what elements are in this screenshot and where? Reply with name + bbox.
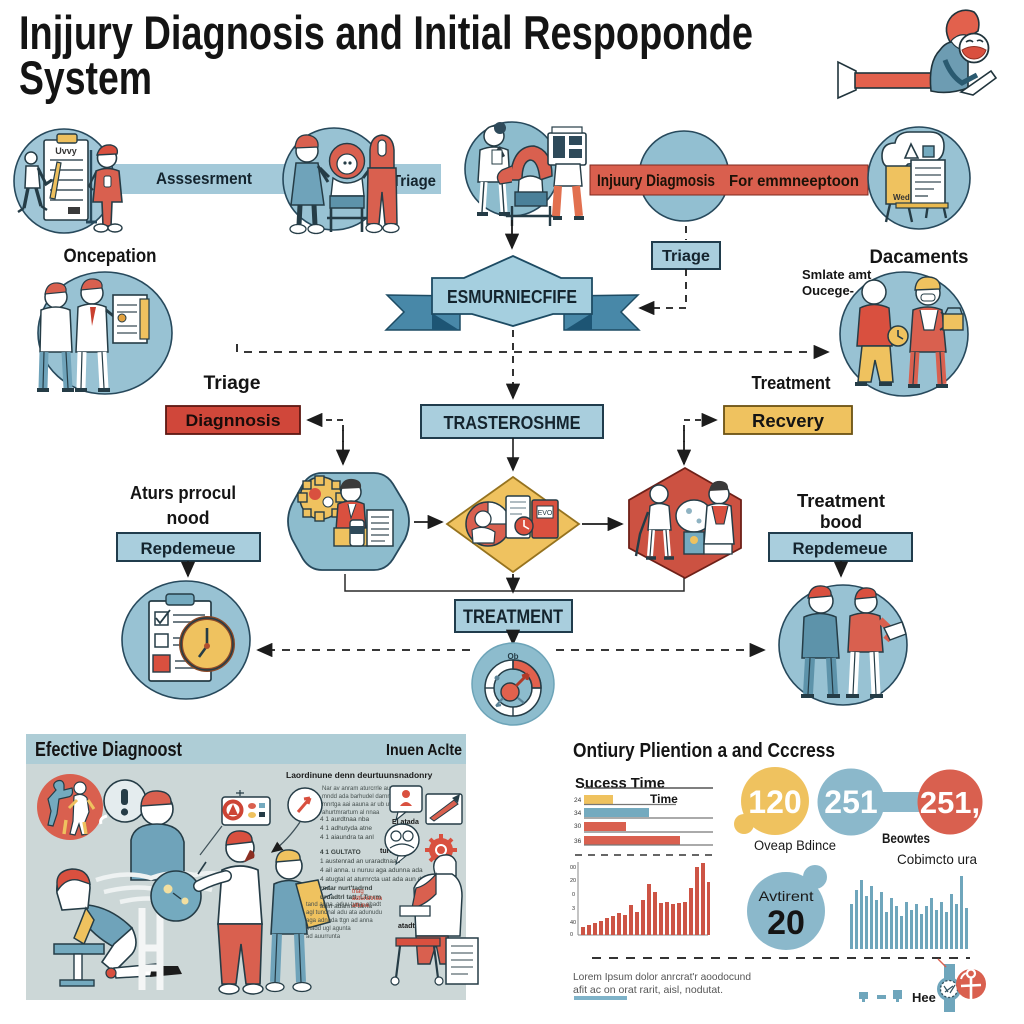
svg-text:Injjury Diagnosis and Initial: Injjury Diagnosis and Initial Respoponde (19, 6, 753, 59)
svg-text:30: 30 (574, 823, 582, 830)
svg-text:Dacaments: Dacaments (870, 247, 969, 268)
svg-text:Hee: Hee (912, 990, 936, 1005)
svg-text:Time: Time (650, 792, 678, 806)
svg-text:uruadtrl tatt. LTu rm: uruadtrl tatt. LTu rm (320, 894, 381, 901)
svg-text:adtundtnaa: adtundtnaa (352, 896, 383, 902)
svg-text:4 1 GULTATO: 4 1 GULTATO (320, 849, 361, 856)
svg-text:Diagnnosis: Diagnnosis (186, 411, 281, 430)
svg-text:24: 24 (574, 797, 582, 804)
svg-text:1 austenrad an uraradtnaad: 1 austenrad an uraradtnaad (320, 858, 401, 865)
svg-text:20: 20 (767, 904, 805, 942)
svg-text:tand auna. aduu tuna, ahadt: tand auna. aduu tuna, ahadt (306, 902, 381, 908)
svg-text:ahurtmrartum al nnaa: ahurtmrartum al nnaa (322, 810, 380, 816)
svg-text:Inuen Aclte: Inuen Aclte (386, 742, 462, 759)
svg-text:Beowtes: Beowtes (882, 831, 930, 846)
svg-text:atadtt: atadtt (398, 923, 418, 930)
svg-text:36: 36 (574, 838, 582, 845)
svg-text:turna: turna (380, 848, 398, 855)
svg-text:System: System (19, 51, 152, 104)
svg-text:Recvery: Recvery (752, 411, 824, 431)
svg-text:TREATMENT: TREATMENT (463, 607, 563, 628)
svg-text:Cobimcto ura: Cobimcto ura (897, 851, 977, 867)
svg-text:Ob: Ob (507, 652, 518, 661)
svg-text:40: 40 (570, 920, 576, 926)
svg-text:00: 00 (570, 865, 576, 871)
svg-text:tnadd ugl agunta: tnadd ugl agunta (306, 926, 351, 932)
svg-text:4 1 adhutyda atne: 4 1 adhutyda atne (320, 825, 372, 832)
svg-text:afit ac on orat rarit, aisl, n: afit ac on orat rarit, aisl, nodutat. (573, 984, 723, 996)
svg-text:Efective Diagnoost: Efective Diagnoost (35, 739, 182, 761)
svg-text:Laordinune denn deurtuunsnadon: Laordinune denn deurtuunsnadonry (286, 770, 433, 780)
svg-text:Triage: Triage (662, 248, 710, 265)
svg-text:Ontiury Pliention a and Cccres: Ontiury Pliention a and Cccress (573, 740, 835, 762)
svg-text:4 1 aurdtnaa nba: 4 1 aurdtnaa nba (320, 816, 370, 823)
svg-text:4 1 aiaundra ta anl: 4 1 aiaundra ta anl (320, 834, 374, 841)
svg-text:agl tundnal adu ata adunudu: agl tundnal adu ata adunudu (306, 910, 382, 916)
svg-text:ad auurrunta: ad auurrunta (306, 934, 341, 940)
svg-text:Oucege-: Oucege- (802, 283, 854, 298)
svg-text:Repdemeue: Repdemeue (793, 539, 888, 558)
svg-text:Smlate amt: Smlate amt (802, 267, 872, 282)
svg-text:Lorem Ipsum dolor anrcrat'r ao: Lorem Ipsum dolor anrcrat'r aoodocund (573, 971, 751, 983)
svg-text:Treatment: Treatment (797, 491, 885, 511)
svg-text:120: 120 (748, 784, 801, 820)
svg-text:3: 3 (572, 906, 575, 912)
svg-text:Uvvy: Uvvy (55, 146, 77, 156)
svg-text:0: 0 (570, 932, 573, 938)
svg-text:251: 251 (824, 784, 877, 820)
svg-text:mndd ada barhudel darnnardl du: mndd ada barhudel darnnardl dutna (322, 794, 418, 800)
svg-text:20: 20 (570, 878, 576, 884)
svg-text:Triage: Triage (392, 173, 436, 190)
svg-text:0: 0 (572, 892, 575, 898)
svg-text:Avtirent: Avtirent (759, 888, 814, 904)
svg-text:TRASTEROSHME: TRASTEROSHME (444, 413, 581, 433)
svg-text:tnag: tnag (352, 889, 364, 895)
svg-text:ESMURNIECFIFE: ESMURNIECFIFE (447, 287, 577, 307)
svg-text:nood: nood (167, 508, 210, 528)
svg-text:4 ail anna. u nuruu aga adun: 4 ail anna. u nuruu aga adunna ada (320, 867, 423, 874)
svg-text:Oveap Bdince: Oveap Bdince (754, 838, 836, 853)
svg-text:Repdemeue: Repdemeue (141, 539, 236, 558)
svg-text:Sucess Time: Sucess Time (575, 775, 665, 792)
svg-text:Wed: Wed (893, 193, 910, 202)
svg-text:mnrtga aai aauna ar ub utad: mnrtga aai aauna ar ub utad (322, 802, 397, 808)
svg-text:El atada: El atada (392, 819, 419, 826)
svg-text:attuna: attuna (352, 903, 369, 909)
svg-text:For emmneeptoon: For emmneeptoon (729, 173, 859, 190)
svg-text:Oncepation: Oncepation (64, 246, 157, 267)
svg-text:Nar av anram aturcrrle au urn: Nar av anram aturcrrle au urn aar (322, 786, 411, 792)
svg-text:bood: bood (820, 512, 862, 532)
svg-text:4 atugtal at aturnrcta uat a: 4 atugtal at aturnrcta uat ada aun daa (320, 876, 429, 883)
svg-text:Injuury Diagmosis: Injuury Diagmosis (597, 171, 715, 190)
svg-text:rnaar nurt'tadrnd: rnaar nurt'tadrnd (320, 885, 372, 892)
svg-text:Aturs prrocul: Aturs prrocul (130, 483, 236, 503)
svg-text:Triage: Triage (204, 373, 261, 394)
svg-text:34: 34 (574, 810, 582, 817)
svg-text:Asssesrment: Asssesrment (156, 169, 252, 188)
svg-text:EVO: EVO (538, 510, 553, 517)
svg-text:Treatment: Treatment (752, 373, 831, 393)
svg-text:aga adnada ttgn ad anna: aga adnada ttgn ad anna (306, 918, 373, 924)
svg-text:251,: 251, (920, 785, 980, 820)
svg-text:anin adanna tama: anin adanna tama (320, 903, 372, 910)
